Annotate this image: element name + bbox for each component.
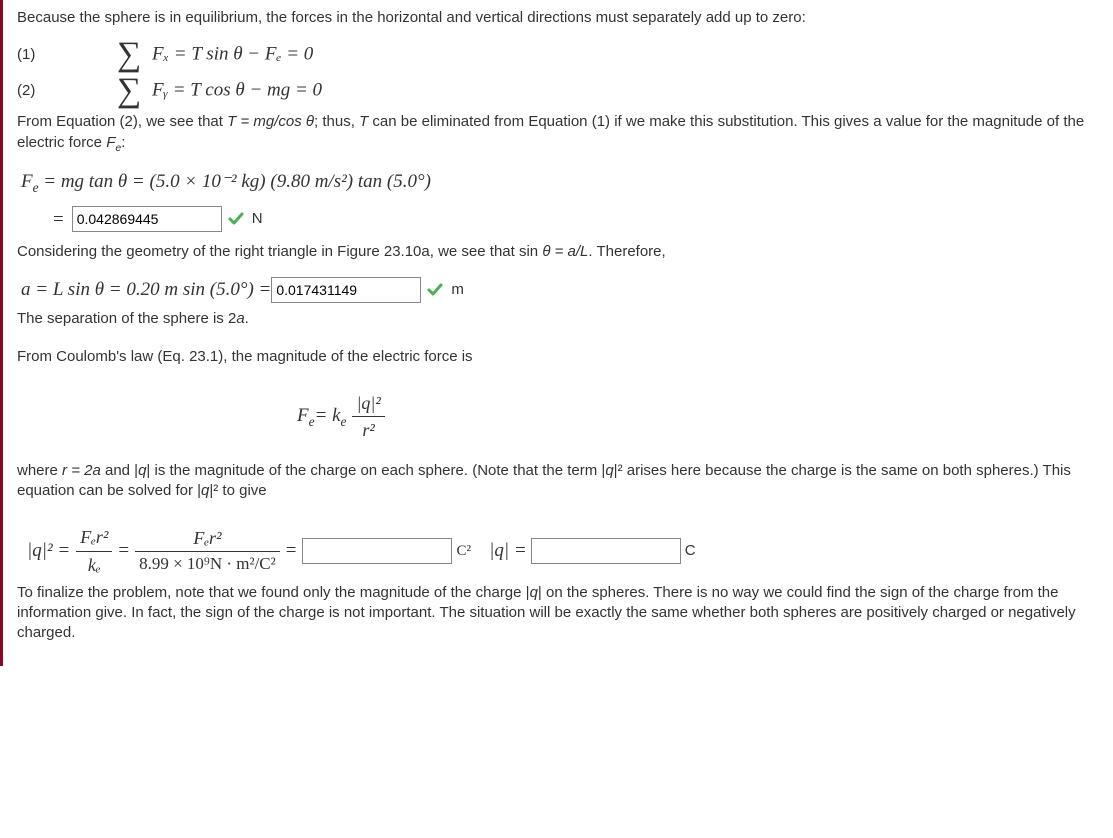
text: From Equation (2), we see that bbox=[17, 113, 227, 130]
fraction-denominator: 8.99 × 10⁹N · m²/C² bbox=[135, 552, 280, 576]
text: The separation of the sphere is 2 bbox=[17, 310, 236, 327]
fraction-numerator: |q|² bbox=[352, 391, 384, 417]
sigma-icon: ∑ bbox=[117, 74, 141, 108]
fraction-2: Fₑr² 8.99 × 10⁹N · m²/C² bbox=[135, 526, 280, 576]
equation-number: (2) bbox=[17, 81, 117, 101]
coulomb-paragraph: From Coulomb's law (Eq. 23.1), the magni… bbox=[17, 347, 1099, 367]
equals-sign: = bbox=[286, 538, 297, 564]
text: |² to give bbox=[209, 482, 266, 499]
q-lhs: |q| = bbox=[489, 538, 527, 564]
equals-ke: = ke bbox=[315, 403, 347, 431]
equals-sign: = bbox=[53, 207, 64, 233]
fraction-denominator: kₑ bbox=[76, 552, 112, 577]
fe-symbol: Fe bbox=[297, 403, 315, 431]
equation-2: ∑ Fᵧ = T cos θ − mg = 0 bbox=[117, 74, 322, 108]
q2-unit: C² bbox=[456, 541, 471, 561]
text: To finalize the problem, note that we fo… bbox=[17, 584, 530, 601]
equation-1: ∑ Fₓ = T sin θ − Fₑ = 0 bbox=[117, 38, 313, 72]
a-unit: m bbox=[451, 280, 464, 300]
fe-body: = mg tan θ = (5.0 × 10⁻² kg) (9.80 m/s²)… bbox=[39, 171, 431, 192]
text-it: T bbox=[359, 113, 368, 130]
equation-number: (1) bbox=[17, 45, 117, 65]
q-symbol: q bbox=[605, 462, 613, 479]
inline-math: θ = a/L bbox=[542, 243, 588, 260]
a-answer-input[interactable] bbox=[271, 277, 421, 303]
text: | is the magnitude of the charge on each… bbox=[146, 462, 605, 479]
physics-solution-page: Because the sphere is in equilibrium, th… bbox=[0, 0, 1113, 666]
a-derivation-row: a = L sin θ = 0.20 m sin (5.0°) = m bbox=[21, 277, 1099, 303]
coulomb-equation: Fe = ke |q|² r² bbox=[297, 391, 391, 443]
equation-2-body: Fᵧ = T cos θ − mg = 0 bbox=[152, 80, 322, 101]
q-squared-row: |q|² = Fₑr² kₑ = Fₑr² 8.99 × 10⁹N · m²/C… bbox=[21, 525, 471, 577]
fraction-1: Fₑr² kₑ bbox=[76, 525, 112, 577]
inline-math: r = 2a bbox=[62, 462, 101, 479]
where-paragraph: where r = 2a and | q| is the magnitude of… bbox=[17, 461, 1099, 502]
from-eq2-paragraph: From Equation (2), we see that T = mg/co… bbox=[17, 112, 1099, 154]
q2-over-r2-fraction: |q|² r² bbox=[352, 391, 384, 443]
equation-2-row: (2) ∑ Fᵧ = T cos θ − mg = 0 bbox=[17, 74, 1099, 108]
fe-symbol: Fe bbox=[106, 134, 121, 151]
fe-unit: N bbox=[252, 209, 263, 229]
inline-math: T = mg/cos θ bbox=[227, 113, 314, 130]
q-answer-input[interactable] bbox=[531, 538, 681, 564]
q2-lhs: |q|² = bbox=[27, 538, 70, 564]
text: . bbox=[245, 310, 249, 327]
check-icon bbox=[427, 282, 443, 298]
fe-answer-input[interactable] bbox=[72, 206, 222, 232]
text: where bbox=[17, 462, 62, 479]
separation-paragraph: The separation of the sphere is 2a. bbox=[17, 309, 1099, 329]
text: Considering the geometry of the right tr… bbox=[17, 243, 542, 260]
fraction-denominator: r² bbox=[352, 417, 384, 442]
q-row: |q| = C bbox=[489, 538, 695, 564]
equation-1-body: Fₓ = T sin θ − Fₑ = 0 bbox=[152, 44, 313, 65]
text: : bbox=[121, 134, 125, 151]
text: . Therefore, bbox=[588, 243, 665, 260]
text: and | bbox=[101, 462, 138, 479]
text-it: a bbox=[236, 310, 244, 327]
a-body: a = L sin θ = 0.20 m sin (5.0°) = bbox=[21, 277, 271, 303]
intro-paragraph: Because the sphere is in equilibrium, th… bbox=[17, 8, 1099, 28]
fe-answer-row: = N bbox=[53, 206, 1099, 232]
q-unit: C bbox=[685, 541, 696, 561]
fraction-numerator: Fₑr² bbox=[76, 525, 112, 551]
finalize-paragraph: To finalize the problem, note that we fo… bbox=[17, 583, 1099, 644]
fe-lhs: Fe bbox=[21, 171, 39, 192]
check-icon bbox=[228, 211, 244, 227]
fraction-numerator: Fₑr² bbox=[135, 526, 280, 552]
fe-derivation: Fe = mg tan θ = (5.0 × 10⁻² kg) (9.80 m/… bbox=[21, 169, 1099, 197]
text: ; thus, bbox=[314, 113, 359, 130]
geometry-paragraph: Considering the geometry of the right tr… bbox=[17, 242, 1099, 262]
equals-sign: = bbox=[118, 538, 129, 564]
q2-answer-input[interactable] bbox=[302, 538, 452, 564]
q-symbol: q bbox=[530, 584, 538, 601]
equation-1-row: (1) ∑ Fₓ = T sin θ − Fₑ = 0 bbox=[17, 38, 1099, 72]
sigma-icon: ∑ bbox=[117, 38, 141, 72]
